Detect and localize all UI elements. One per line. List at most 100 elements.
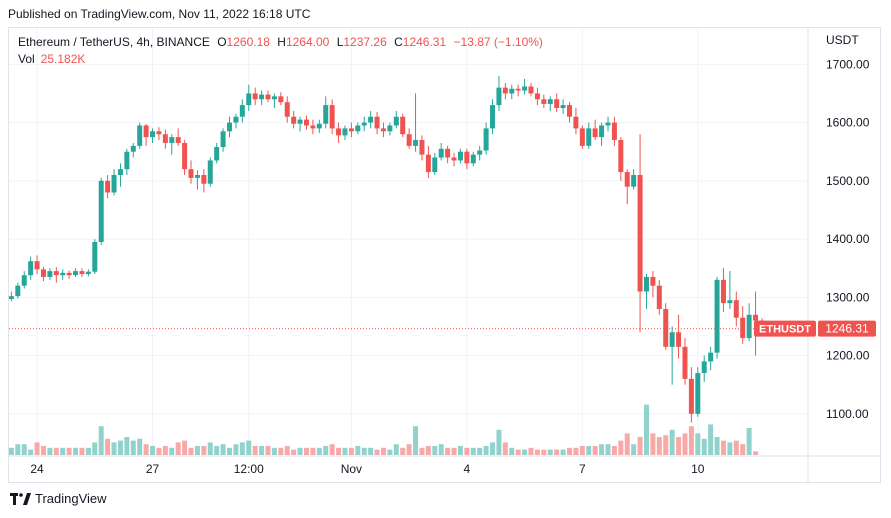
- candle-body: [303, 119, 309, 126]
- volume-bar: [92, 442, 98, 455]
- time-axis-label: 24: [30, 462, 44, 476]
- candle-body: [451, 157, 457, 161]
- candle-body: [496, 87, 502, 106]
- volume-bar: [547, 449, 553, 455]
- volume-bar: [355, 446, 361, 455]
- volume-bar: [291, 449, 297, 455]
- candle-body: [541, 99, 547, 104]
- volume-bar: [573, 447, 579, 455]
- volume-bar: [669, 429, 675, 455]
- ohlc-legend: Ethereum / TetherUS, 4h, BINANCE O1260.1…: [18, 35, 543, 49]
- candle-body: [746, 314, 752, 339]
- volume-bar: [643, 404, 649, 455]
- candle-body: [464, 151, 470, 164]
- candle-body: [605, 122, 611, 126]
- volume-bar: [457, 446, 463, 455]
- volume-bar: [579, 446, 585, 455]
- volume-bar: [502, 442, 508, 455]
- volume-bar: [60, 447, 66, 455]
- volume-bar: [432, 446, 438, 455]
- volume-bar: [592, 446, 598, 455]
- candle-body: [393, 116, 399, 126]
- candle-body: [239, 105, 245, 117]
- volume-bar: [560, 449, 566, 455]
- candle-body: [656, 285, 662, 309]
- symbol-price-tag: [754, 320, 816, 337]
- volume-bar: [233, 444, 239, 455]
- volume-bar: [348, 447, 354, 455]
- candle-body: [669, 332, 675, 347]
- tradingview-footer[interactable]: TradingView: [10, 491, 107, 506]
- candle-body: [92, 241, 98, 272]
- volume-bar: [541, 449, 547, 455]
- candle-body: [387, 125, 393, 132]
- volume-bar: [515, 449, 521, 455]
- volume-bar: [143, 444, 149, 455]
- symbol-price-tag-label: ETHUSDT: [759, 324, 811, 336]
- candle-body: [233, 116, 239, 123]
- volume-bar: [682, 433, 688, 455]
- volume-bar: [380, 447, 386, 455]
- volume-bar: [111, 442, 117, 455]
- volume-bar: [599, 444, 605, 455]
- candle-body: [509, 88, 515, 94]
- volume-bar: [496, 429, 502, 455]
- candle-body: [374, 116, 380, 129]
- legend-low-value: 1237.26: [343, 35, 387, 49]
- candle-body: [522, 86, 528, 91]
- candle-body: [105, 180, 111, 193]
- candle-body: [207, 160, 213, 184]
- price-axis-label: 1300.00: [826, 290, 870, 304]
- candle-body: [490, 105, 496, 129]
- candle-body: [220, 131, 226, 148]
- time-axis-label: 10: [691, 462, 705, 476]
- legend-open-label: O: [217, 35, 227, 49]
- volume-bar: [188, 447, 194, 455]
- candle-body: [425, 154, 431, 173]
- volume-bar: [40, 446, 46, 455]
- legend-high-value: 1264.00: [285, 35, 330, 49]
- volume-bar: [194, 446, 200, 455]
- legend-low-label: L: [336, 35, 344, 49]
- candle-body: [47, 271, 53, 277]
- volume-bar: [79, 447, 85, 455]
- candle-body: [336, 128, 342, 136]
- volume-bar: [368, 447, 374, 455]
- candle-body: [413, 140, 419, 146]
- volume-bar: [509, 447, 515, 455]
- candle-body: [708, 352, 714, 362]
- volume-bar: [252, 446, 258, 455]
- volume-bar: [419, 447, 425, 455]
- candle-body: [66, 272, 72, 276]
- candle-body: [688, 378, 694, 414]
- candle-body: [297, 119, 303, 124]
- candle-body: [624, 172, 630, 187]
- candle-body: [169, 137, 175, 143]
- volume-bar: [361, 447, 367, 455]
- candle-body: [137, 125, 143, 146]
- volume-bar: [586, 446, 592, 455]
- candle-body: [117, 169, 123, 175]
- volume-bar: [483, 446, 489, 455]
- volume-bar: [650, 433, 656, 455]
- candle-body: [445, 148, 451, 158]
- volume-bar: [329, 444, 335, 455]
- volume-bar: [413, 426, 419, 455]
- time-axis-label: 27: [146, 462, 160, 476]
- candle-body: [182, 142, 188, 170]
- candle-body: [380, 128, 386, 132]
- time-axis-label: 4: [464, 462, 471, 476]
- volume-bar: [656, 437, 662, 455]
- volume-bar: [85, 447, 91, 455]
- volume-bar: [554, 449, 560, 455]
- volume-bar: [676, 437, 682, 455]
- candle-body: [85, 271, 91, 275]
- time-axis-label: Nov: [341, 462, 362, 476]
- candle-body: [368, 116, 374, 123]
- candle-body: [21, 275, 27, 286]
- legend-high-label: H: [277, 35, 286, 49]
- candle-body: [432, 157, 438, 173]
- last-price-tag-value: 1246.31: [825, 322, 869, 336]
- candle-body: [98, 180, 104, 242]
